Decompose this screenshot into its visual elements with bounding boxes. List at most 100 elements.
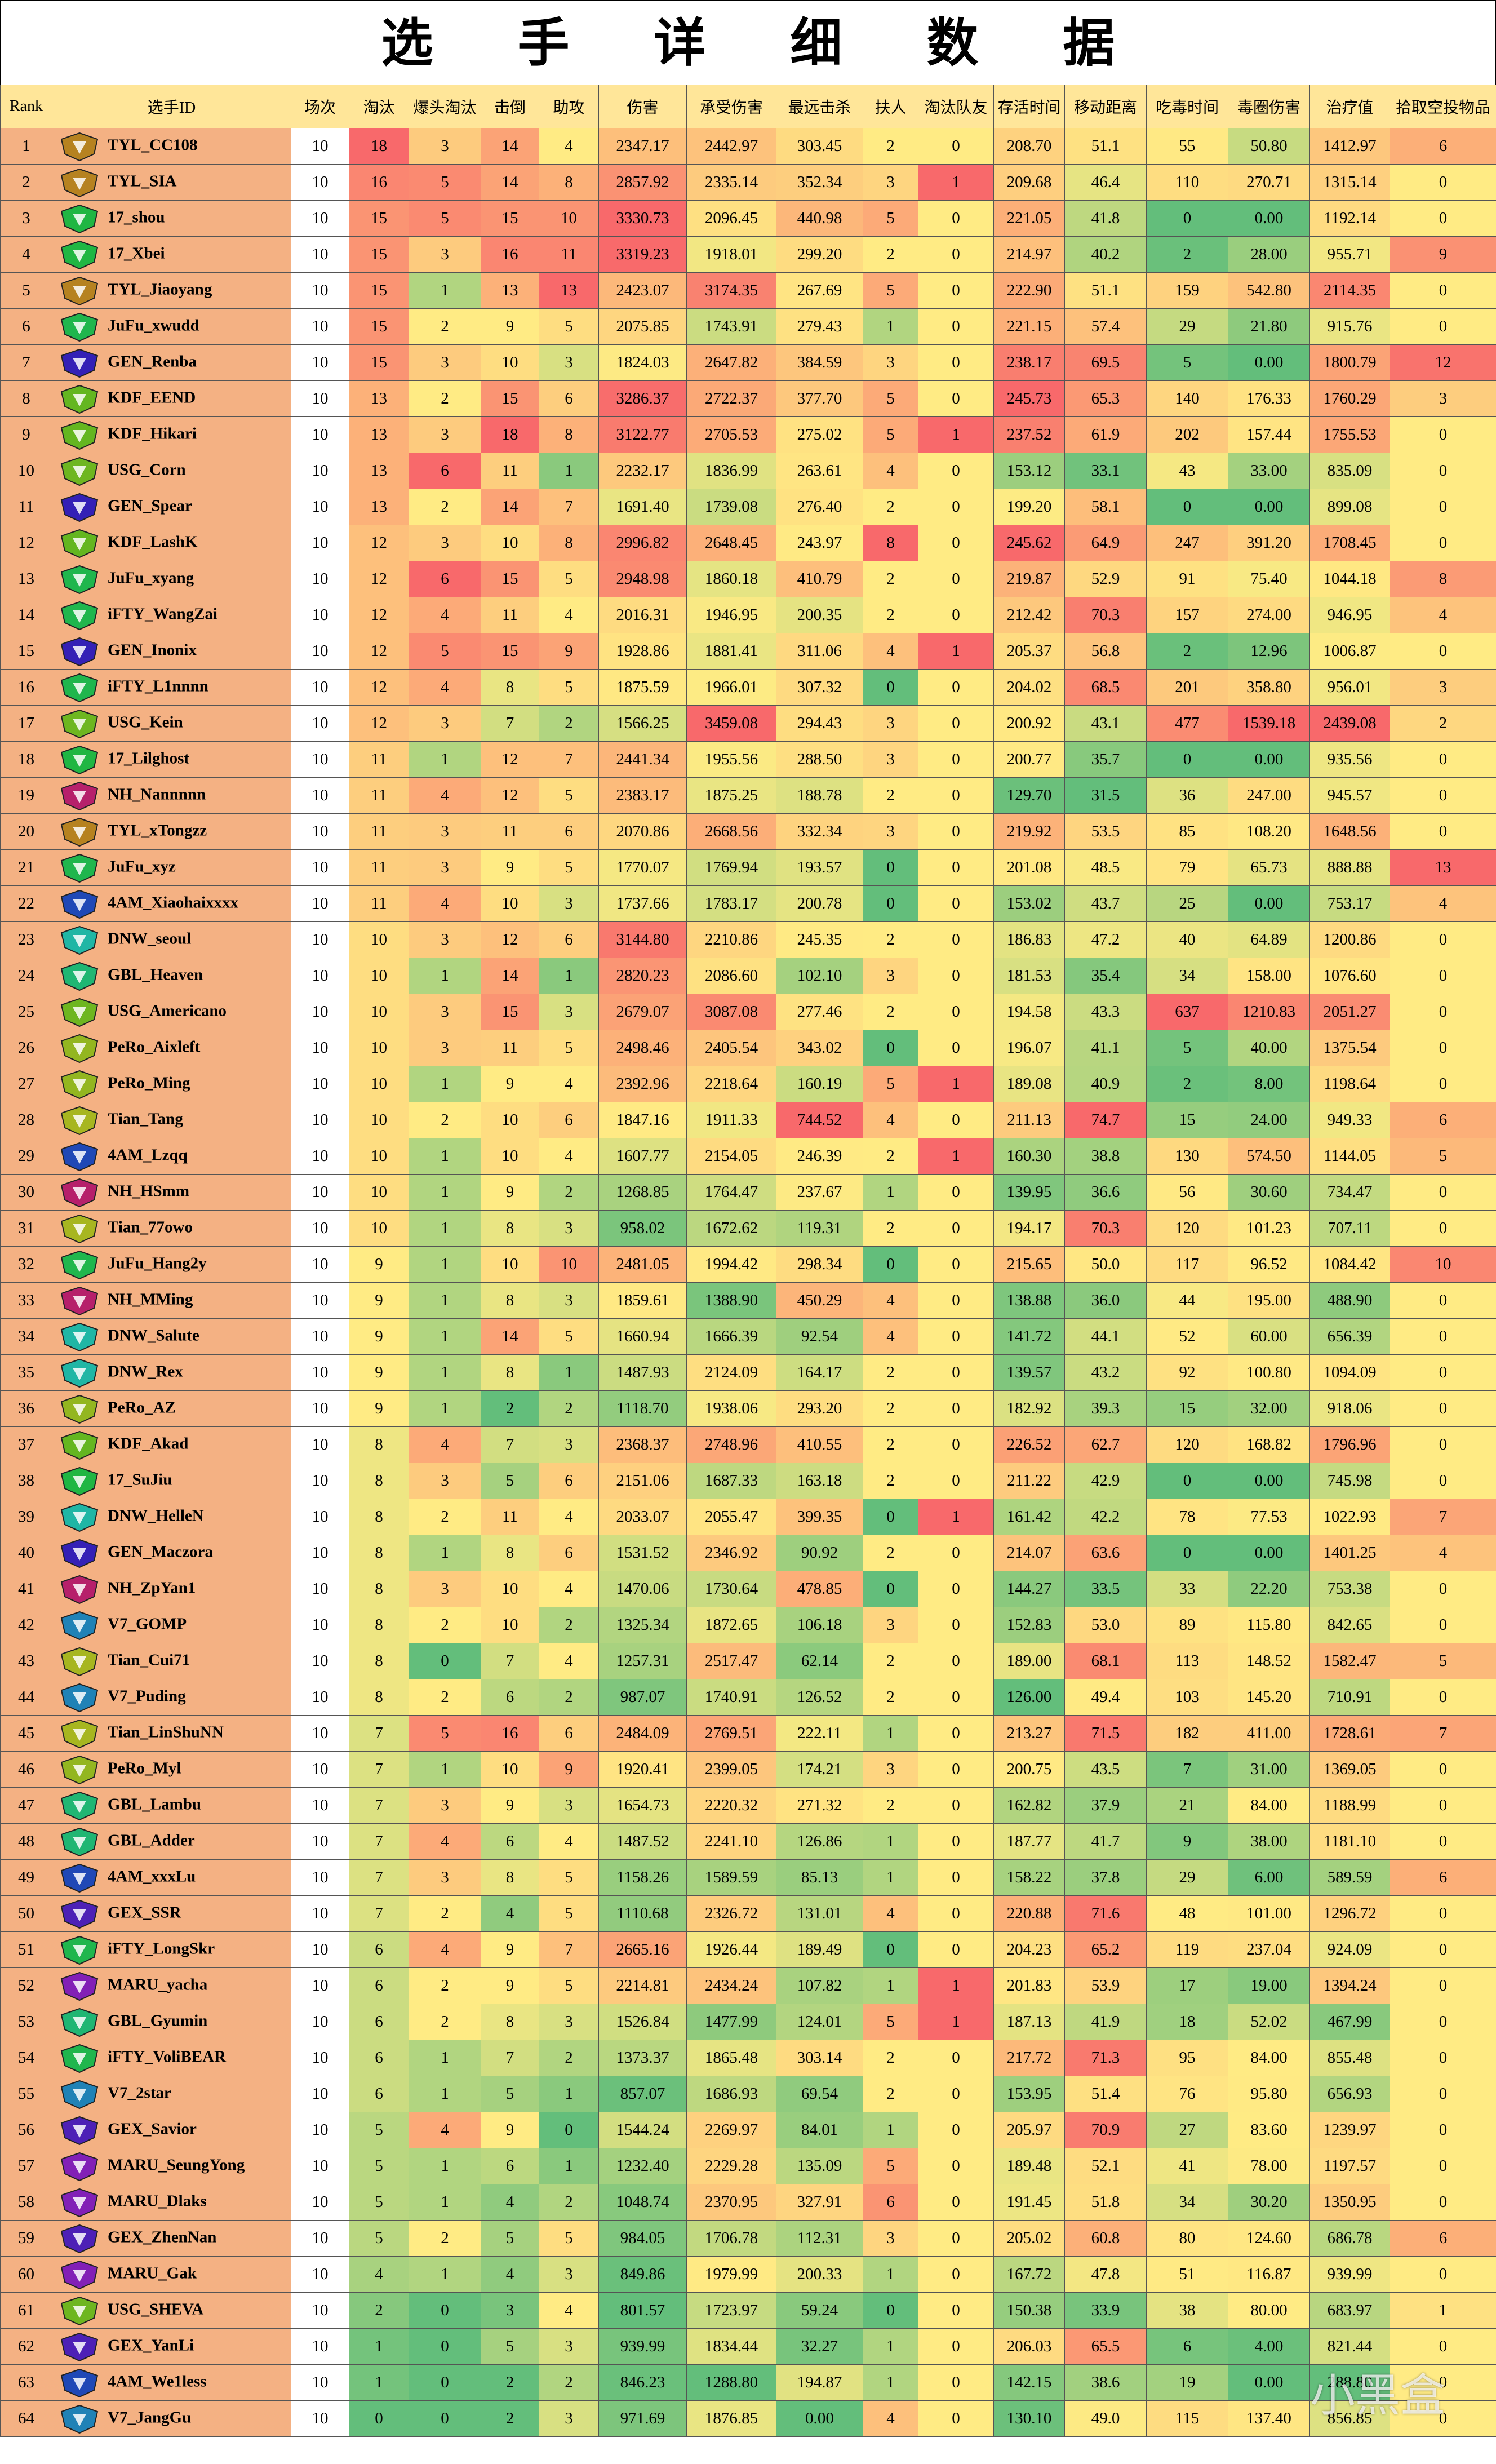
stat-cell: 935.56 [1309, 741, 1390, 778]
column-header: 伤害 [598, 85, 687, 128]
stat-cell: 101.23 [1228, 1210, 1310, 1247]
stat-cell: 51.1 [1064, 272, 1147, 309]
player-id: MARU_Dlaks [108, 2192, 207, 2210]
rank-cell: 9 [0, 416, 52, 453]
games-cell: 10 [291, 1751, 349, 1788]
player-id-cell: GEX_ZhenNan [52, 2220, 291, 2257]
stat-cell: 271.32 [776, 1787, 863, 1824]
rank-cell: 37 [0, 1426, 52, 1463]
stat-cell: 1 [863, 1823, 918, 1860]
stat-cell: 293.20 [776, 1390, 863, 1427]
stat-cell: 33.1 [1064, 453, 1147, 489]
stat-cell: 115 [1146, 2400, 1228, 2437]
stat-cell: 1200.86 [1309, 921, 1390, 958]
games-cell: 10 [291, 525, 349, 561]
player-id-cell: DNW_seoul [52, 921, 291, 958]
stat-cell: 90.92 [776, 1535, 863, 1571]
stat-cell: 158.00 [1228, 958, 1310, 994]
player-id: PeRo_Ming [108, 1074, 190, 1092]
stat-cell: 4 [539, 597, 599, 633]
stat-cell: 0 [918, 1931, 994, 1968]
column-header: 拾取空投物品 [1390, 85, 1496, 128]
stat-cell: 9 [349, 1246, 409, 1283]
stat-cell: 2151.06 [598, 1463, 687, 1499]
stat-cell: 0 [918, 1607, 994, 1643]
stat-cell: 1783.17 [686, 885, 776, 922]
stat-cell: 4 [863, 1318, 918, 1355]
stat-cell: 12 [481, 741, 539, 778]
player-row: 50 GEX_SSR 10 7 2 4 5 1110.68 2326.72 131.01 4 0 220… [0, 1895, 1496, 1932]
stat-cell: 107.82 [776, 1967, 863, 2004]
stat-cell: 226.52 [993, 1426, 1065, 1463]
stat-cell: 41.9 [1064, 2004, 1147, 2040]
rank-cell: 47 [0, 1787, 52, 1824]
stat-cell: 1660.94 [598, 1318, 687, 1355]
stat-cell: 12 [349, 669, 409, 706]
stat-cell: 2665.16 [598, 1931, 687, 1968]
stat-cell: 9 [539, 633, 599, 670]
stat-cell: 4 [409, 669, 481, 706]
stat-cell: 3 [481, 2292, 539, 2329]
player-id-cell: KDF_LashK [52, 525, 291, 561]
player-id-cell: NH_HSmm [52, 1174, 291, 1211]
stat-cell: 245.73 [993, 380, 1065, 417]
team-logo [60, 1286, 99, 1315]
stat-cell: 119 [1146, 1931, 1228, 1968]
rank-cell: 62 [0, 2328, 52, 2365]
stat-cell: 69.5 [1064, 344, 1147, 381]
rank-cell: 38 [0, 1463, 52, 1499]
stat-cell: 1743.91 [686, 308, 776, 345]
games-cell: 10 [291, 453, 349, 489]
stat-cell: 656.39 [1309, 1318, 1390, 1355]
games-cell: 10 [291, 1426, 349, 1463]
stat-cell: 162.82 [993, 1787, 1065, 1824]
stat-cell: 0 [918, 453, 994, 489]
stat-cell: 5 [409, 633, 481, 670]
stat-cell: 29 [1146, 308, 1228, 345]
stat-cell: 15 [481, 380, 539, 417]
stat-cell: 1 [409, 1318, 481, 1355]
rank-cell: 36 [0, 1390, 52, 1427]
stat-cell: 119.31 [776, 1210, 863, 1247]
stat-cell: 0 [1390, 200, 1496, 237]
stat-cell: 75.40 [1228, 561, 1310, 597]
stat-cell: 247 [1146, 525, 1228, 561]
stat-cell: 3144.80 [598, 921, 687, 958]
stat-cell: 4 [539, 2292, 599, 2329]
column-header: 最远击杀 [776, 85, 863, 128]
stat-cell: 4 [409, 1426, 481, 1463]
player-id: NH_HSmm [108, 1182, 189, 1200]
team-logo [60, 132, 99, 161]
stat-cell: 7 [349, 1787, 409, 1824]
games-cell: 10 [291, 1679, 349, 1716]
stat-cell: 0 [1390, 1571, 1496, 1607]
stat-cell: 2705.53 [686, 416, 776, 453]
stat-cell: 71.6 [1064, 1895, 1147, 1932]
stat-cell: 44 [1146, 1282, 1228, 1319]
team-logo [60, 2332, 99, 2361]
stat-cell: 277.46 [776, 994, 863, 1030]
stat-cell: 1737.66 [598, 885, 687, 922]
stat-cell: 2033.07 [598, 1499, 687, 1535]
games-cell: 10 [291, 236, 349, 273]
stat-cell: 6 [409, 561, 481, 597]
player-id: DNW_Rex [108, 1362, 183, 1381]
stat-cell: 42.9 [1064, 1463, 1147, 1499]
stat-cell: 1 [539, 958, 599, 994]
stat-cell: 209.68 [993, 164, 1065, 201]
stat-cell: 4 [539, 1066, 599, 1102]
stat-cell: 62.7 [1064, 1426, 1147, 1463]
stat-cell: 74.7 [1064, 1102, 1147, 1138]
stat-cell: 11 [481, 813, 539, 850]
stat-cell: 3 [539, 1210, 599, 1247]
player-id: PeRo_AZ [108, 1398, 176, 1417]
stat-cell: 1 [409, 741, 481, 778]
column-header: 选手ID [52, 85, 291, 128]
stat-cell: 1 [918, 1066, 994, 1102]
stat-cell: 2 [409, 2004, 481, 2040]
stat-cell: 135.09 [776, 2148, 863, 2184]
games-cell: 10 [291, 2220, 349, 2257]
stat-cell: 1796.96 [1309, 1426, 1390, 1463]
stat-cell: 152.83 [993, 1607, 1065, 1643]
stat-cell: 13 [481, 272, 539, 309]
